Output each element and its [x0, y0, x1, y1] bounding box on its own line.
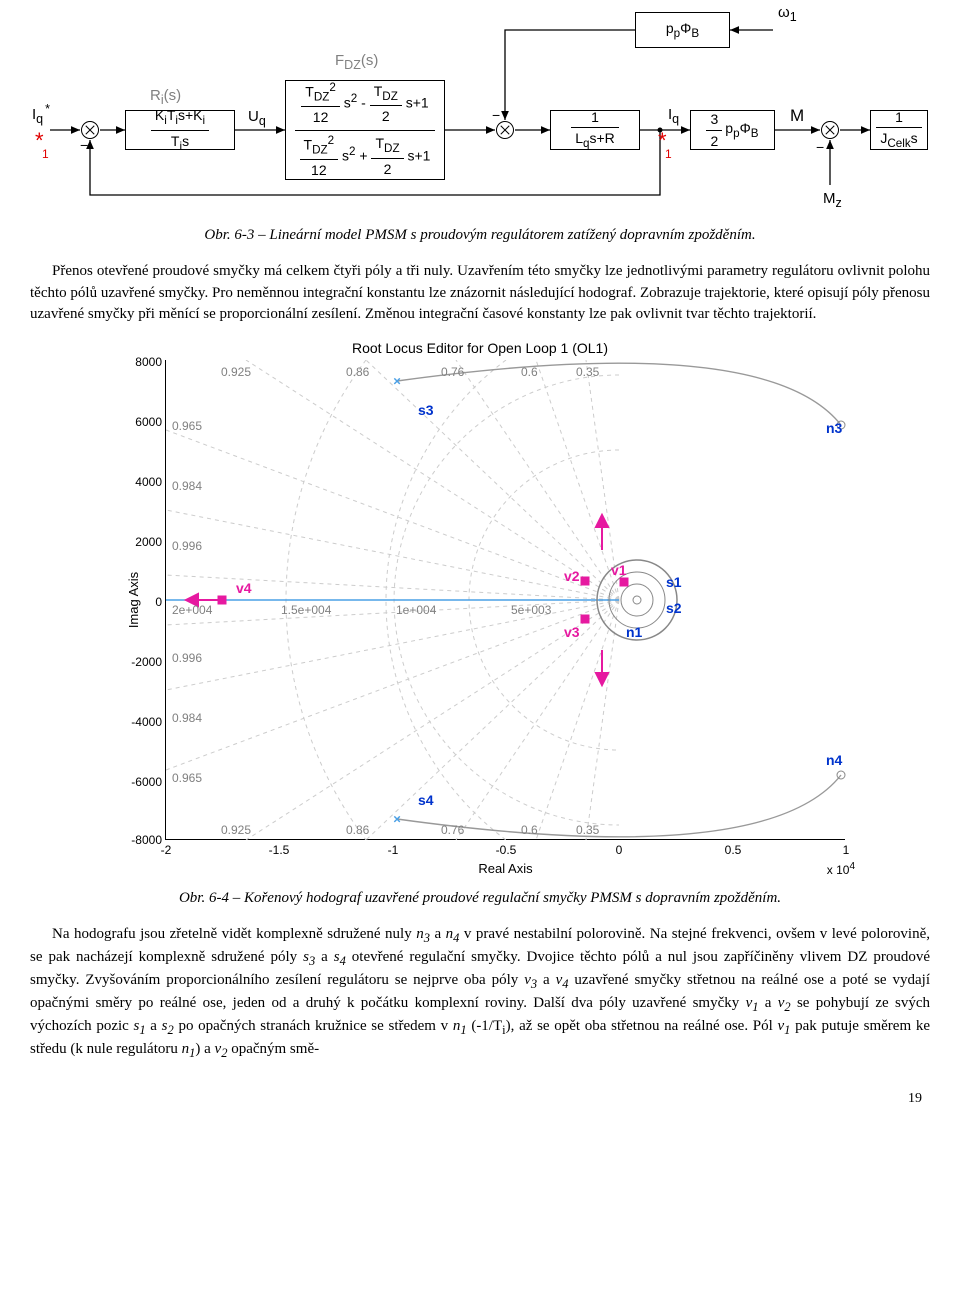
damp-label: 0.996 [172, 650, 202, 667]
paragraph-1: Přenos otevřené proudové smyčky má celke… [30, 261, 930, 326]
damp-label: 0.925 [221, 364, 251, 381]
marker-v4 [218, 596, 227, 605]
marker-s3: × [393, 377, 401, 386]
wn-label: 5e+003 [511, 602, 551, 619]
ann-n1: n1 [626, 622, 642, 642]
damp-label: 0.965 [172, 770, 202, 787]
wn-label: 1.5e+004 [281, 602, 331, 619]
damp-label: 0.86 [346, 822, 369, 839]
ann-s1: s1 [666, 572, 682, 592]
marker-n4 [837, 771, 846, 780]
rl-plot-area: 8000 6000 4000 2000 0 -2000 -4000 -6000 … [165, 360, 845, 840]
paragraph-2: Na hodografu jsou zřetelně vidět komplex… [30, 924, 930, 1063]
rl-xlabel: Real Axis [478, 860, 532, 879]
sum-2 [496, 121, 514, 139]
marker-v3 [581, 615, 590, 624]
block-diagram: − − − * 1 * 1 Iq* Ri(s) Uq FDZ(s) Iq M M… [30, 0, 930, 215]
ann-s2: s2 [666, 598, 682, 618]
ytick: 6000 [114, 414, 162, 431]
svg-text:−: − [816, 139, 824, 155]
svg-text:−: − [80, 137, 88, 153]
block-jcelk: 1 JCelks [870, 110, 928, 150]
xtick: -1 [388, 842, 399, 859]
damp-label: 0.984 [172, 478, 202, 495]
ann-v4: v4 [236, 578, 252, 598]
marker-n1 [633, 596, 642, 605]
damp-label: 0.984 [172, 710, 202, 727]
ann-n3: n3 [826, 418, 842, 438]
ytick: 2000 [114, 534, 162, 551]
damp-label: 0.965 [172, 418, 202, 435]
ann-v2: v2 [564, 566, 580, 586]
wn-label: 1e+004 [396, 602, 436, 619]
block-fdz: TDZ212 s2 - TDZ2 s+1 TDZ212 s2 + TDZ2 s+… [285, 80, 445, 180]
svg-text:1: 1 [665, 147, 672, 161]
ann-s4: s4 [418, 790, 434, 810]
marker-v2 [581, 577, 590, 586]
xtick: 0 [616, 842, 623, 859]
lbl-mz: Mz [823, 188, 842, 212]
damp-label: 0.996 [172, 538, 202, 555]
ytick: -4000 [114, 714, 162, 731]
svg-text:−: − [492, 107, 500, 123]
marker-s4: × [393, 815, 401, 824]
rl-x10: x 104 [827, 860, 855, 879]
rl-svg [166, 360, 846, 840]
damp-label: 0.86 [346, 364, 369, 381]
block-pp-top: ppΦB [635, 12, 730, 48]
damp-label: 0.6 [521, 364, 538, 381]
xtick: -2 [161, 842, 172, 859]
damp-label: 0.76 [441, 822, 464, 839]
damp-label: 0.925 [221, 822, 251, 839]
damp-label: 0.35 [576, 822, 599, 839]
ytick: -8000 [114, 832, 162, 849]
ytick: -6000 [114, 774, 162, 791]
xtick: -0.5 [496, 842, 517, 859]
block-lqr: 1 Lqs+R [550, 110, 640, 150]
caption-6-4: Obr. 6-4 – Kořenový hodograf uzavřené pr… [80, 888, 880, 910]
ann-v1: v1 [611, 560, 627, 580]
lbl-iq: Iq [668, 104, 679, 128]
damp-label: 0.35 [576, 364, 599, 381]
xtick: 0.5 [725, 842, 742, 859]
lbl-uq: Uq [248, 106, 266, 130]
caption-6-3: Obr. 6-3 – Lineární model PMSM s proudov… [80, 225, 880, 247]
sum-3 [821, 121, 839, 139]
page-number: 19 [30, 1089, 930, 1109]
rl-title: Root Locus Editor for Open Loop 1 (OL1) [95, 338, 865, 358]
wn-label: 2e+004 [172, 602, 212, 619]
ytick: 8000 [114, 354, 162, 371]
lbl-iq-star: Iq* [32, 100, 50, 128]
xtick: 1 [843, 842, 850, 859]
sum-1 [81, 121, 99, 139]
lbl-omega1: ω1 [778, 2, 797, 26]
rl-ylabel: Imag Axis [125, 571, 144, 627]
root-locus-chart: Root Locus Editor for Open Loop 1 (OL1) [95, 338, 865, 878]
damp-label: 0.76 [441, 364, 464, 381]
ytick: -2000 [114, 654, 162, 671]
block-pp: 32 ppΦB [690, 110, 775, 150]
block-ri: KiTis+Ki Tis [125, 110, 235, 150]
xtick: -1.5 [269, 842, 290, 859]
ytick: 4000 [114, 474, 162, 491]
ann-s3: s3 [418, 400, 434, 420]
lbl-fdz: FDZ(s) [335, 50, 378, 74]
lbl-m: M [790, 104, 804, 129]
svg-text:1: 1 [42, 147, 49, 161]
damp-label: 0.6 [521, 822, 538, 839]
ann-v3: v3 [564, 622, 580, 642]
ann-n4: n4 [826, 750, 842, 770]
